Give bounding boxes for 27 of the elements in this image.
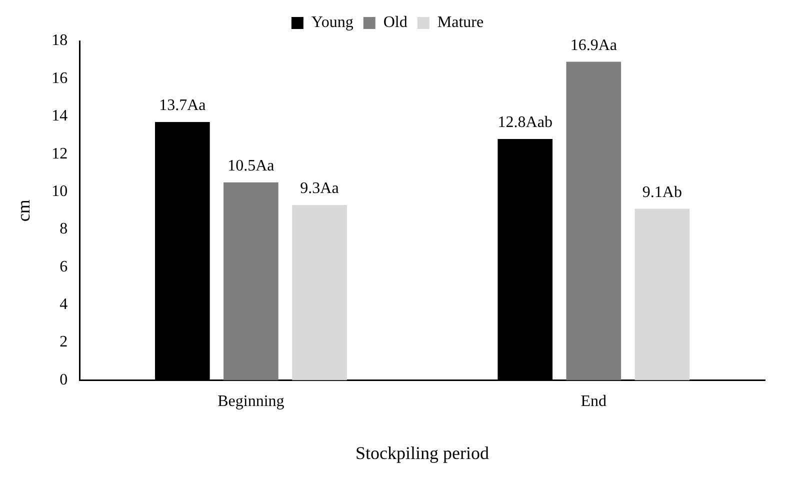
y-tick-label: 10 (52, 182, 68, 200)
bar (634, 208, 690, 380)
data-label: 12.8Aab (498, 114, 552, 132)
x-axis-title: Stockpiling period (356, 442, 490, 463)
y-tick-label: 0 (60, 371, 68, 388)
y-tick-label: 14 (52, 108, 68, 125)
x-tick-label: End (580, 393, 607, 410)
bar (566, 62, 622, 380)
data-label: 9.3Aa (300, 180, 339, 198)
legend-label: Young (311, 14, 354, 32)
y-tick-label: 12 (52, 145, 68, 162)
legend-label: Mature (437, 14, 484, 32)
legend-label: Old (383, 14, 408, 32)
y-tick-label: 18 (52, 32, 68, 50)
data-label: 10.5Aa (228, 158, 274, 175)
data-label: 9.1Ab (642, 184, 682, 201)
data-label: 13.7Aa (159, 97, 206, 114)
bar (224, 182, 278, 380)
y-tick-label: 8 (60, 220, 68, 238)
y-axis-title: cm (14, 200, 34, 222)
y-tick-label: 6 (60, 258, 68, 276)
x-tick-label: Beginning (218, 393, 284, 410)
bar (292, 204, 347, 380)
y-tick-label: 16 (52, 70, 68, 87)
y-tick-label: 4 (60, 296, 68, 314)
y-tick-label: 2 (60, 334, 68, 351)
data-label: 16.9Aa (570, 36, 617, 54)
